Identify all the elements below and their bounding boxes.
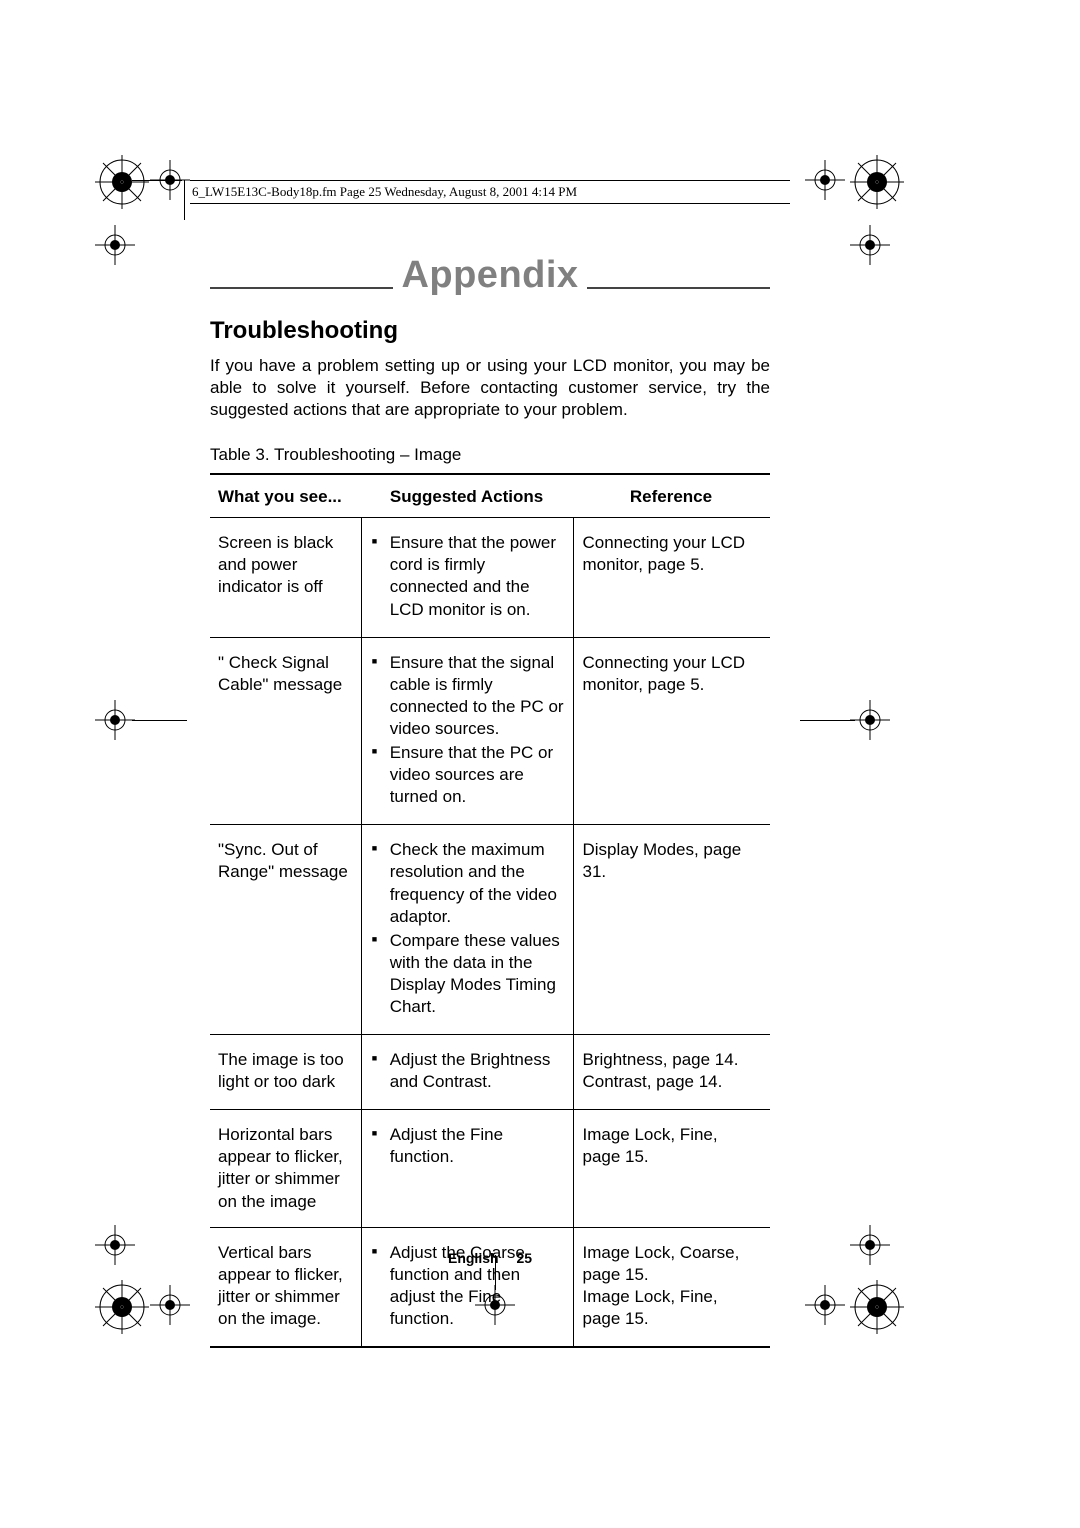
crosshair-icon [95,1225,135,1265]
reference-line: Image Lock, Fine, [582,1124,762,1146]
table-caption: Table 3. Troubleshooting – Image [210,445,770,465]
table-header-row: What you see... Suggested Actions Refere… [210,474,770,518]
crosshair-icon [150,1285,190,1325]
crosshair-icon [805,160,845,200]
reference-line: Connecting your LCD monitor, page 5. [582,652,762,696]
reference-line: Brightness, page 14. [582,1049,762,1071]
crosshair-icon [475,1285,515,1325]
crosshair-icon [95,225,135,265]
crop-header-text: 6_LW15E13C-Body18p.fm Page 25 Wednesday,… [190,180,790,204]
page-content: 6_LW15E13C-Body18p.fm Page 25 Wednesday,… [210,180,770,1348]
reference-line: page 15. [582,1146,762,1168]
action-item: Ensure that the power cord is firmly con… [388,532,566,620]
col-header-reference: Reference [574,474,770,518]
cell-what-you-see: The image is too light or too dark [210,1035,361,1110]
crosshair-icon [95,700,135,740]
crop-tick [184,180,185,220]
cell-suggested-actions: Adjust the Fine function. [361,1110,574,1227]
reference-line: Connecting your LCD monitor, page 5. [582,532,762,576]
action-item: Adjust the Brightness and Contrast. [388,1049,566,1093]
reference-line: Display Modes, page 31. [582,839,762,883]
reg-mark-icon [850,1280,904,1334]
table-row: Screen is black and power indicator is o… [210,518,770,637]
reference-line: Contrast, page 14. [582,1071,762,1093]
cell-reference: Display Modes, page 31. [574,825,770,1035]
reg-mark-icon [95,155,149,209]
cell-reference: Image Lock, Coarse, page 15.Image Lock, … [574,1227,770,1347]
cell-what-you-see: "Sync. Out of Range" message [210,825,361,1035]
action-item: Check the maximum resolution and the fre… [388,839,566,927]
crop-tick [800,720,855,721]
cell-suggested-actions: Check the maximum resolution and the fre… [361,825,574,1035]
reg-mark-icon [850,155,904,209]
reference-line: page 15. [582,1308,762,1330]
intro-paragraph: If you have a problem setting up or usin… [210,355,770,421]
page-footer: English 25 [210,1250,770,1266]
cell-what-you-see: Vertical bars appear to flicker, jitter … [210,1227,361,1347]
footer-language: English [448,1250,499,1266]
cell-reference: Connecting your LCD monitor, page 5. [574,518,770,637]
crosshair-icon [805,1285,845,1325]
reference-line: Image Lock, Fine, [582,1286,762,1308]
cell-what-you-see: " Check Signal Cable" message [210,637,361,825]
col-header-actions: Suggested Actions [361,474,574,518]
action-item: Ensure that the PC or video sources are … [388,742,566,808]
crop-tick [132,180,182,181]
cell-suggested-actions: Ensure that the signal cable is firmly c… [361,637,574,825]
table-row: " Check Signal Cable" message Ensure that… [210,637,770,825]
table-row: Horizontal bars appear to flicker, jitte… [210,1110,770,1227]
action-item: Ensure that the signal cable is firmly c… [388,652,566,740]
table-row: "Sync. Out of Range" message Check the ma… [210,825,770,1035]
cell-what-you-see: Horizontal bars appear to flicker, jitte… [210,1110,361,1227]
cell-suggested-actions: Adjust the Coarse function and then adju… [361,1227,574,1347]
cell-suggested-actions: Ensure that the power cord is firmly con… [361,518,574,637]
footer-page-number: 25 [516,1250,532,1266]
crosshair-icon [850,225,890,265]
cell-suggested-actions: Adjust the Brightness and Contrast. [361,1035,574,1110]
section-title: Troubleshooting [210,317,770,345]
crop-tick [132,720,187,721]
crosshair-icon [850,1225,890,1265]
appendix-rule: Appendix [210,244,770,289]
table-row: The image is too light or too dark Adjust… [210,1035,770,1110]
cell-what-you-see: Screen is black and power indicator is o… [210,518,361,637]
appendix-title: Appendix [393,254,586,297]
cell-reference: Image Lock, Fine, page 15. [574,1110,770,1227]
cell-reference: Brightness, page 14.Contrast, page 14. [574,1035,770,1110]
crop-tick [495,1255,496,1290]
action-item: Adjust the Fine function. [388,1124,566,1168]
reg-mark-icon [95,1280,149,1334]
troubleshooting-table: What you see... Suggested Actions Refere… [210,473,770,1348]
action-item: Compare these values with the data in th… [388,930,566,1018]
crosshair-icon [850,700,890,740]
col-header-what: What you see... [210,474,361,518]
cell-reference: Connecting your LCD monitor, page 5. [574,637,770,825]
